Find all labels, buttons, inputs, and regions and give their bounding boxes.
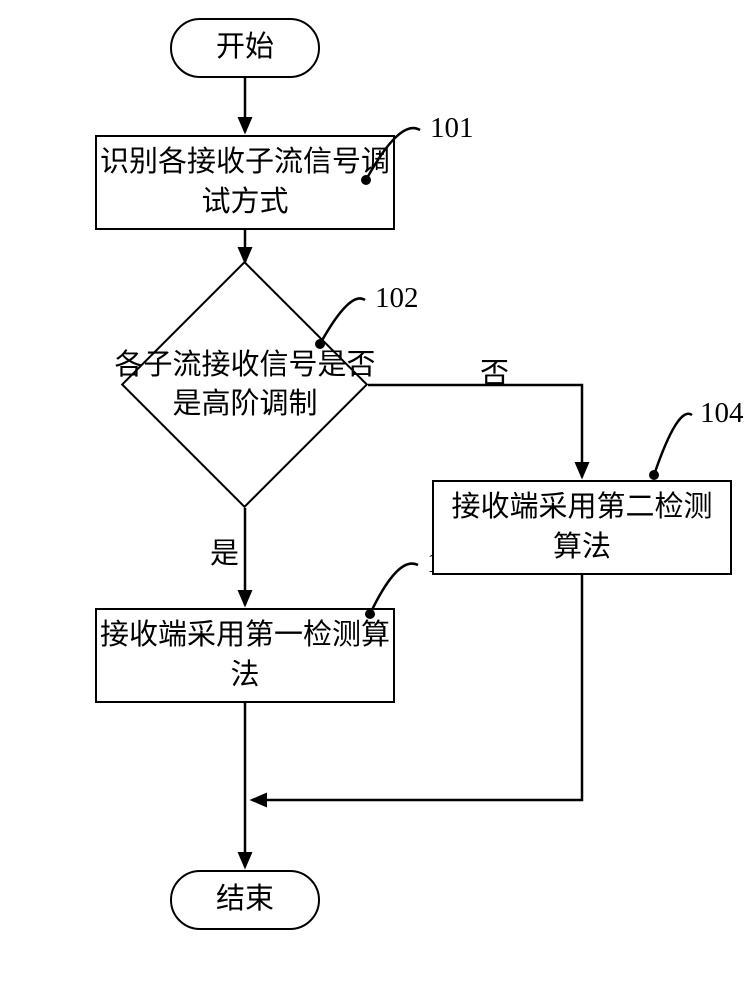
branch-label-yes: 是	[210, 530, 239, 572]
branch-label-no: 否	[480, 350, 509, 392]
edge-102-to-104	[368, 385, 582, 477]
end-label: 结束	[216, 880, 274, 919]
step-101-number: 101	[430, 112, 474, 145]
pointer-103	[370, 564, 418, 614]
process-step-103: 接收端采用第一检测算 法	[95, 608, 395, 703]
terminator-start: 开始	[170, 18, 320, 78]
step-104-number: 104	[700, 397, 744, 430]
step-103-label: 接收端采用第一检测算 法	[100, 616, 390, 694]
pointer-104	[654, 414, 692, 475]
decision-step-102: 各子流接收信号是否 是高阶调制	[121, 261, 369, 509]
step-102-number: 102	[375, 282, 419, 315]
flowchart-canvas: 开始 识别各接收子流信号调 试方式 101 各子流接收信号是否 是高阶调制 10…	[0, 0, 753, 1000]
step-104-label: 接收端采用第二检测 算法	[451, 488, 712, 566]
terminator-end: 结束	[170, 870, 320, 930]
process-step-101: 识别各接收子流信号调 试方式	[95, 135, 395, 230]
process-step-104: 接收端采用第二检测 算法	[432, 480, 732, 575]
step-101-label: 识别各接收子流信号调 试方式	[100, 143, 390, 221]
start-label: 开始	[216, 28, 274, 67]
